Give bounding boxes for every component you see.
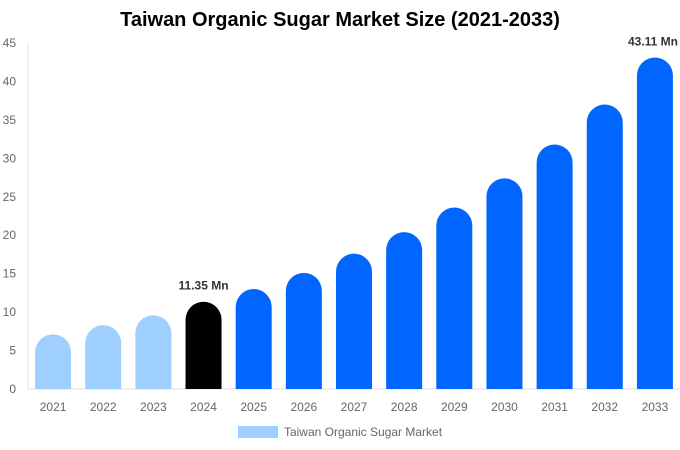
- bar-2033: [636, 57, 673, 389]
- bar-2027: [336, 253, 372, 389]
- x-tick-label: 2031: [541, 400, 568, 414]
- x-tick-label: 2023: [140, 400, 167, 414]
- y-tick-label: 30: [3, 151, 17, 165]
- bar-2021: [35, 334, 72, 389]
- y-tick-label: 15: [3, 267, 17, 281]
- x-tick-label: 2029: [441, 400, 468, 414]
- x-tick-label: 2024: [190, 400, 217, 414]
- x-tick-label: 2027: [341, 400, 368, 414]
- bar-2026: [285, 272, 322, 389]
- x-tick-label: 2026: [290, 400, 317, 414]
- y-tick-label: 10: [3, 305, 17, 319]
- x-tick-label: 2021: [40, 400, 67, 414]
- bar-2023: [135, 315, 172, 389]
- y-tick-label: 20: [3, 228, 17, 242]
- chart-title: Taiwan Organic Sugar Market Size (2021-2…: [120, 9, 560, 31]
- bar-2032: [586, 104, 623, 389]
- x-tick-label: 2032: [591, 400, 618, 414]
- bar-2031: [536, 144, 573, 389]
- y-tick-label: 40: [3, 74, 17, 88]
- bar-2029: [436, 207, 473, 389]
- bar-2030: [486, 178, 523, 389]
- x-tick-label: 2025: [240, 400, 267, 414]
- y-tick-label: 45: [3, 36, 17, 50]
- x-tick-label: 2028: [391, 400, 418, 414]
- bar-2025: [235, 289, 272, 389]
- y-tick-label: 25: [3, 190, 17, 204]
- data-label-2024: 11.35 Mn: [179, 279, 229, 293]
- x-tick-label: 2033: [642, 400, 669, 414]
- y-tick-label: 35: [3, 113, 17, 127]
- legend: Taiwan Organic Sugar Market: [0, 425, 680, 439]
- data-label-2033: 43.11 Mn: [628, 35, 678, 49]
- bar-2024: [185, 301, 222, 389]
- bar-2028: [386, 232, 423, 389]
- y-tick-label: 0: [9, 382, 16, 396]
- legend-swatch: [237, 426, 278, 438]
- x-tick-label: 2030: [491, 400, 518, 414]
- x-tick-label: 2022: [90, 400, 117, 414]
- bar-2022: [85, 325, 122, 389]
- y-tick-label: 5: [9, 344, 16, 358]
- legend-label[interactable]: Taiwan Organic Sugar Market: [283, 425, 443, 439]
